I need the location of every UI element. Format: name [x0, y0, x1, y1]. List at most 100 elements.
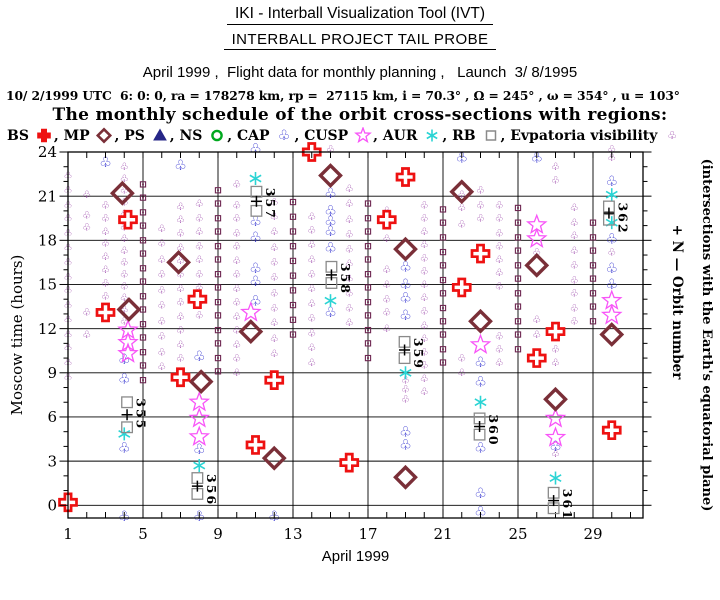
svg-text:♧: ♧ [476, 186, 485, 197]
svg-text:♧: ♧ [607, 247, 616, 258]
svg-text:♧: ♧ [176, 284, 185, 295]
svg-text:♧: ♧ [176, 325, 185, 336]
orbit-number-label: 356 [204, 474, 219, 506]
svg-text:♧: ♧ [157, 362, 166, 373]
svg-text:♧: ♧ [195, 283, 204, 294]
svg-text:♧: ♧ [420, 387, 429, 398]
svg-text:♧: ♧ [420, 253, 429, 264]
svg-text:♧: ♧ [605, 277, 618, 293]
svg-text:♧: ♧ [195, 214, 204, 225]
svg-text:♧: ♧ [399, 277, 412, 293]
svg-text:♧: ♧ [195, 242, 204, 253]
right-axis-title-intersections: (intersections with the Earth's equatori… [699, 159, 714, 512]
svg-text:♧: ♧ [249, 274, 262, 290]
svg-text:♧: ♧ [399, 290, 412, 306]
svg-text:♧: ♧ [570, 317, 579, 328]
small-club-icon: ♧ [667, 129, 677, 142]
svg-text:♧: ♧ [270, 349, 279, 360]
svg-text:♧: ♧ [307, 358, 316, 369]
svg-text:♧: ♧ [420, 214, 429, 225]
legend-separator: , [373, 127, 383, 144]
svg-text:♧: ♧ [420, 374, 429, 385]
svg-text:♧: ♧ [232, 353, 241, 364]
series-CUSP [117, 213, 623, 447]
legend-item-mp: MP , [64, 127, 125, 144]
svg-text:♧: ♧ [345, 289, 354, 300]
legend-separator: , [500, 127, 511, 144]
svg-text:♧: ♧ [249, 214, 262, 230]
svg-text:♧: ♧ [495, 331, 504, 342]
svg-text:♧: ♧ [120, 162, 129, 173]
legend-item-bs: BS , [7, 127, 64, 144]
svg-text:♧: ♧ [495, 214, 504, 225]
svg-text:♧: ♧ [345, 244, 354, 255]
svg-text:♧: ♧ [455, 151, 468, 167]
axis-ticks [59, 151, 652, 518]
svg-text:♧: ♧ [667, 129, 677, 142]
svg-text:♧: ♧ [307, 314, 316, 325]
legend-separator: , [169, 127, 180, 144]
svg-text:21: 21 [38, 187, 57, 205]
legend-separator: , [227, 127, 238, 144]
project-title-row: INTERBALL PROJECT TAIL PROBE [0, 31, 720, 50]
svg-text:♧: ♧ [157, 331, 166, 342]
orbit-number-markers: 355 356 357 358 359 360 361 362 [121, 185, 630, 521]
svg-text:♧: ♧ [232, 256, 241, 267]
svg-text:♧: ♧ [495, 345, 504, 356]
svg-text:1: 1 [63, 525, 73, 543]
svg-text:♧: ♧ [176, 297, 185, 308]
svg-text:♧: ♧ [176, 340, 185, 351]
svg-text:♧: ♧ [495, 200, 504, 211]
svg-text:♧: ♧ [249, 230, 262, 246]
svg-text:♧: ♧ [532, 330, 541, 341]
svg-text:25: 25 [508, 525, 527, 543]
asterisk-icon [426, 129, 439, 142]
svg-text:♧: ♧ [420, 361, 429, 372]
svg-text:♧: ♧ [420, 306, 429, 317]
svg-text:♧: ♧ [420, 280, 429, 291]
svg-text:♧: ♧ [232, 368, 241, 379]
svg-text:21: 21 [433, 525, 452, 543]
svg-text:♧: ♧ [270, 258, 279, 269]
svg-text:♧: ♧ [195, 227, 204, 238]
svg-text:♧: ♧ [232, 284, 241, 295]
legend-item-rb: RB , [452, 127, 510, 144]
svg-text:♧: ♧ [195, 255, 204, 266]
legend-separator: , [294, 127, 305, 144]
svg-text:♧: ♧ [570, 231, 579, 242]
svg-text:♧: ♧ [324, 305, 337, 321]
svg-text:♧: ♧ [82, 211, 91, 222]
svg-text:♧: ♧ [474, 374, 487, 390]
svg-text:♧: ♧ [474, 355, 487, 371]
svg-text:♧: ♧ [551, 345, 560, 356]
schedule-title: The monthly schedule of the orbit cross-… [52, 105, 668, 125]
svg-text:♧: ♧ [324, 186, 337, 202]
svg-text:♧: ♧ [420, 321, 429, 332]
svg-text:24: 24 [38, 143, 57, 161]
svg-text:♧: ♧ [324, 214, 337, 230]
svg-text:9: 9 [47, 364, 57, 382]
svg-text:♧: ♧ [176, 202, 185, 213]
svg-text:♧: ♧ [101, 200, 110, 211]
svg-text:♧: ♧ [495, 228, 504, 239]
svg-text:♧: ♧ [120, 234, 129, 245]
svg-text:♧: ♧ [570, 261, 579, 272]
svg-text:♧: ♧ [232, 214, 241, 225]
svg-text:♧: ♧ [495, 358, 504, 369]
svg-text:♧: ♧ [176, 312, 185, 323]
svg-text:♧: ♧ [457, 353, 466, 364]
legend-item-evpatoria-visibility: Evpatoria visibility ♧ [510, 127, 682, 144]
svg-text:♧: ♧ [570, 275, 579, 286]
svg-text:♧: ♧ [495, 255, 504, 266]
svg-text:♧: ♧ [82, 330, 91, 341]
svg-text:♧: ♧ [270, 318, 279, 329]
svg-text:♧: ♧ [307, 240, 316, 251]
svg-text:♧: ♧ [157, 269, 166, 280]
svg-text:0: 0 [47, 496, 57, 514]
svg-text:♧: ♧ [495, 281, 504, 292]
svg-text:♧: ♧ [270, 197, 279, 208]
app-title-row: IKI - Interball Visualization Tool (IVT) [0, 5, 720, 25]
legend-separator: , [442, 127, 453, 144]
svg-text:♧: ♧ [270, 227, 279, 238]
